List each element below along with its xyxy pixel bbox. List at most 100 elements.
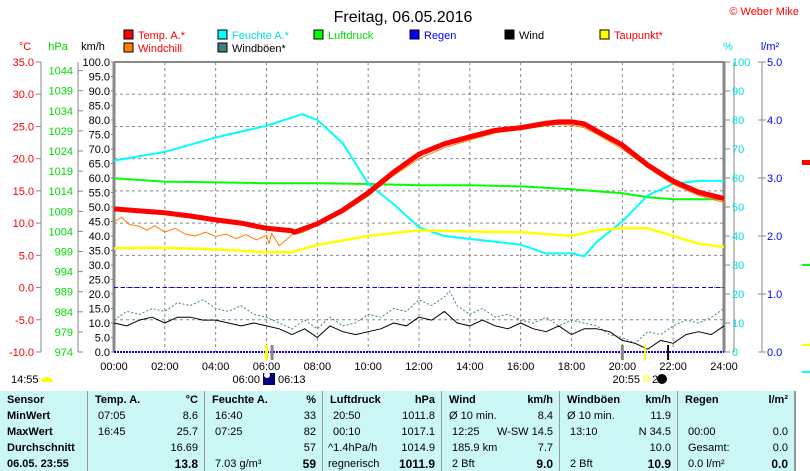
cell-temp-value: 25.7 bbox=[176, 426, 198, 438]
series-wind bbox=[113, 310, 725, 350]
temp-tick-label: 0.0 bbox=[19, 283, 34, 295]
temp-tick-label: 25.0 bbox=[13, 121, 34, 133]
x-tick-label: 02:00 bbox=[151, 361, 179, 373]
hpa-tick-label: 1014 bbox=[49, 186, 73, 198]
header-press: Luftdruck bbox=[330, 394, 381, 406]
series-luftdruck bbox=[113, 177, 724, 201]
kmh-tick-label: 70.0 bbox=[89, 144, 110, 156]
series-windchill bbox=[113, 124, 725, 247]
kmh-tick-label: 10.0 bbox=[89, 318, 110, 330]
table-column-temp: Temp. A. °C 07:05 8.6 16:45 25.7 16.69 13.8 bbox=[88, 391, 205, 471]
legend-label: Windböen* bbox=[232, 43, 287, 55]
cell-hum-label: 7.03 g/m³ bbox=[215, 458, 262, 470]
hpa-tick-label: 1039 bbox=[49, 86, 73, 98]
sunset-time: 20:55 bbox=[612, 374, 640, 386]
moon-icon bbox=[657, 374, 667, 384]
row-label: MinWert bbox=[7, 410, 51, 422]
cell-hum-label: 07:25 bbox=[215, 426, 243, 438]
temp-tick-label: 20.0 bbox=[13, 154, 34, 166]
cell-hum-value: 59 bbox=[302, 457, 316, 471]
sunshine-time: 14:55 bbox=[11, 374, 39, 386]
cell-rain-label: 00:00 bbox=[688, 426, 716, 438]
x-tick-label: 00:00 bbox=[100, 361, 128, 373]
header-hum: Feuchte A. bbox=[212, 394, 268, 406]
rain-tick-label: 4.0 bbox=[767, 115, 782, 127]
header-temp-unit: °C bbox=[185, 394, 198, 406]
stats-table: Sensor MinWert MaxWert Durchschnitt 06.05. 2… bbox=[0, 391, 795, 471]
temp-tick-label: 10.0 bbox=[13, 218, 34, 230]
kmh-tick-label: 25.0 bbox=[89, 275, 110, 287]
cell-wind-label: 12:25 bbox=[452, 426, 480, 438]
legend-label: Luftdruck bbox=[328, 30, 374, 42]
header-gust-unit: km/h bbox=[645, 394, 671, 406]
cell-gust-value: 11.9 bbox=[650, 410, 671, 422]
legend-label: Taupunkt* bbox=[614, 30, 664, 42]
cell-press-value: 1011.9 bbox=[398, 457, 435, 471]
kmh-tick-label: 0.0 bbox=[95, 347, 110, 359]
pct-tick-label: 60 bbox=[732, 173, 744, 185]
legend-swatch bbox=[123, 29, 134, 40]
cell-gust-label: 2 Bft bbox=[570, 458, 593, 470]
kmh-tick-label: 35.0 bbox=[89, 246, 110, 258]
kmh-unit: km/h bbox=[81, 41, 105, 53]
header-gust: Windböen bbox=[567, 394, 621, 406]
legend-swatch bbox=[217, 42, 228, 53]
hpa-tick-label: 1034 bbox=[49, 106, 73, 118]
cell-temp-label: 16:45 bbox=[98, 426, 126, 438]
hpa-tick-label: 1009 bbox=[49, 206, 73, 218]
pct-tick-label: 100 bbox=[732, 57, 750, 69]
scrollbar-edge[interactable] bbox=[795, 391, 810, 471]
pct-tick-label: 80 bbox=[732, 115, 744, 127]
row-label: Durchschnitt bbox=[7, 442, 75, 454]
sun-markers: 14:55 06:00 06:13 20:55 2 bbox=[11, 160, 810, 386]
table-column-rain: Regen l/m² 00:00 0.0 Gesamt: 0.0 0.0 l/m² 0.0 bbox=[678, 391, 795, 471]
kmh-tick-label: 55.0 bbox=[89, 188, 110, 200]
x-tick-label: 14:00 bbox=[456, 361, 484, 373]
x-tick-label: 16:00 bbox=[507, 361, 535, 373]
kmh-tick-label: 90.0 bbox=[89, 86, 110, 98]
cell-wind-value: 8.4 bbox=[537, 410, 553, 422]
x-tick-label: 18:00 bbox=[558, 361, 586, 373]
kmh-tick-label: 95.0 bbox=[89, 72, 110, 84]
cell-wind-value: W-SW 14.5 bbox=[496, 426, 553, 438]
cell-rain-label: 0.0 l/m² bbox=[688, 458, 725, 470]
kmh-tick-label: 5.0 bbox=[95, 333, 110, 345]
series-feuchtea bbox=[113, 113, 724, 258]
kmh-tick-label: 60.0 bbox=[89, 173, 110, 185]
kmh-tick-label: 50.0 bbox=[89, 202, 110, 214]
temp-tick-label: 35.0 bbox=[13, 57, 34, 69]
hpa-tick-label: 1024 bbox=[49, 146, 73, 158]
x-tick-label: 04:00 bbox=[202, 361, 230, 373]
rain-tick-label: 2.0 bbox=[767, 231, 782, 243]
sunset-icon bbox=[643, 375, 650, 382]
axes: °C hPa km/h% l/m² 35.0 30.0 25.0 20.0 15.0 10.0 5.… bbox=[9, 41, 782, 373]
kmh-tick-label: 75.0 bbox=[89, 130, 110, 142]
header-press-unit: hPa bbox=[414, 394, 435, 406]
legend-swatch bbox=[409, 29, 420, 40]
x-tick-label: 10:00 bbox=[354, 361, 382, 373]
cell-press-label: regnerisch bbox=[328, 458, 380, 470]
rain-tick-label: 1.0 bbox=[767, 289, 782, 301]
series-windben bbox=[113, 290, 725, 344]
temp-tick-label: 30.0 bbox=[13, 89, 34, 101]
hpa-tick-label: 1044 bbox=[49, 66, 73, 78]
table-column-gust: Windböen km/h Ø 10 min. 11.9 13:10 N 34.5 10.0… bbox=[560, 391, 678, 471]
cell-gust-value: 10.0 bbox=[649, 442, 671, 454]
cell-gust-label: Ø 10 min. bbox=[567, 410, 615, 422]
hpa-tick-label: 989 bbox=[55, 287, 73, 299]
hpa-tick-label: 1004 bbox=[49, 226, 73, 238]
cell-hum-label: 16:40 bbox=[215, 410, 243, 422]
table-column-sensor: Sensor MinWert MaxWert Durchschnitt 06.05. 2… bbox=[0, 391, 88, 471]
cell-hum-value: 57 bbox=[303, 442, 316, 454]
header-rain-unit: l/m² bbox=[768, 394, 788, 406]
pct-tick-label: 50 bbox=[732, 202, 744, 214]
table-column-hum: Feuchte A.% 16:40 33 07:25 82 57 7.03 g/m³ 59 bbox=[205, 391, 323, 471]
series-taupunkt bbox=[113, 227, 725, 254]
hpa-tick-label: 999 bbox=[55, 247, 73, 259]
legend-swatch bbox=[123, 42, 134, 53]
temp-tick-label: 5.0 bbox=[19, 250, 34, 262]
rain-tick-label: 3.0 bbox=[767, 173, 782, 185]
cell-rain-value: 0.0 bbox=[771, 457, 788, 471]
cell-press-label: ^1.4hPa/h bbox=[328, 442, 378, 454]
cell-press-label: 00:10 bbox=[333, 426, 361, 438]
